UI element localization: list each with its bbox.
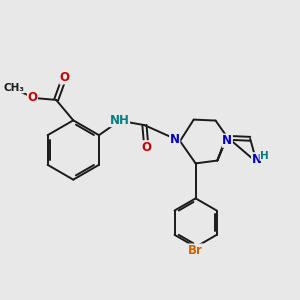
Text: Br: Br: [188, 244, 203, 257]
Text: N: N: [222, 134, 232, 147]
Text: H: H: [260, 151, 268, 161]
Text: N: N: [170, 133, 180, 146]
Text: O: O: [60, 71, 70, 84]
Text: O: O: [28, 92, 38, 104]
Text: CH₃: CH₃: [3, 83, 24, 93]
Text: NH: NH: [110, 114, 130, 127]
Text: N: N: [252, 153, 262, 166]
Text: O: O: [141, 141, 151, 154]
